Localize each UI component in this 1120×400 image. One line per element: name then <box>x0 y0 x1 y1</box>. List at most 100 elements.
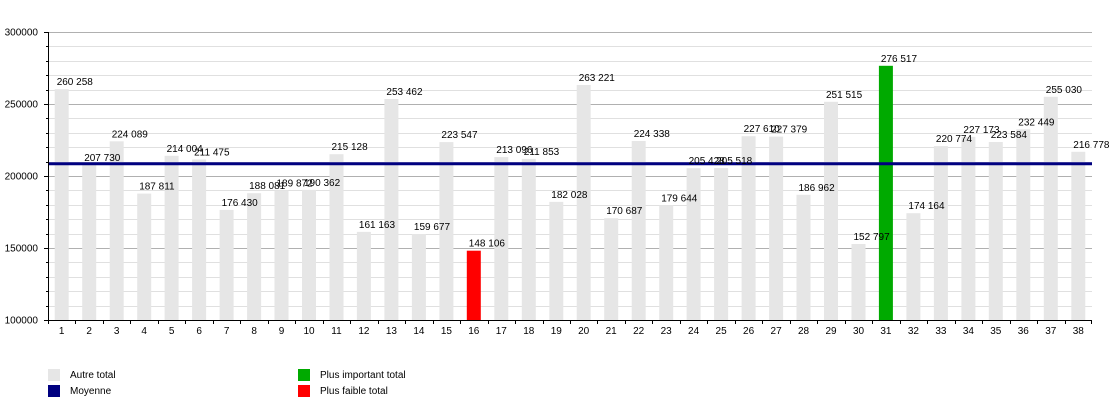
data-label-15: 223 547 <box>441 130 478 141</box>
legend-swatch-min <box>298 385 310 397</box>
bar-7 <box>219 209 234 320</box>
bar-27 <box>769 136 784 320</box>
legend-item-average: Moyenne <box>48 385 111 397</box>
data-label-13: 253 462 <box>386 87 423 98</box>
data-label-33: 220 774 <box>936 134 973 145</box>
x-tick-label: 8 <box>251 326 257 337</box>
x-tick-label: 6 <box>196 326 202 337</box>
bar-14 <box>411 234 426 320</box>
bar-37 <box>1043 96 1058 320</box>
y-tick-label: 250000 <box>5 100 39 111</box>
x-tick-label: 29 <box>825 326 837 337</box>
x-tick-label: 18 <box>523 326 535 337</box>
x-tick-label: 32 <box>908 326 920 337</box>
y-tick-label: 150000 <box>5 244 39 255</box>
x-tick-label: 13 <box>386 326 398 337</box>
x-tick-label: 17 <box>496 326 508 337</box>
bar-36 <box>1016 129 1031 320</box>
x-tick-label: 20 <box>578 326 590 337</box>
bar-31 <box>878 65 893 320</box>
data-label-23: 179 644 <box>661 193 698 204</box>
data-label-2: 207 730 <box>84 153 121 164</box>
data-label-16: 148 106 <box>469 239 506 250</box>
x-tick-label: 31 <box>880 326 892 337</box>
y-tick-label: 200000 <box>5 172 39 183</box>
x-tick-label: 26 <box>743 326 755 337</box>
bar-9 <box>274 190 289 320</box>
bar-38 <box>1071 151 1086 320</box>
x-tick-label: 12 <box>358 326 370 337</box>
y-tick-label: 300000 <box>5 28 39 39</box>
bar-28 <box>796 194 811 320</box>
bars <box>54 65 1086 320</box>
data-label-14: 159 677 <box>414 222 451 233</box>
x-tick-label: 23 <box>661 326 673 337</box>
x-tick-label: 36 <box>1018 326 1030 337</box>
bar-8 <box>247 193 262 320</box>
x-tick-label: 38 <box>1073 326 1085 337</box>
x-tick-label: 19 <box>551 326 563 337</box>
bar-18 <box>521 158 536 320</box>
x-tick-label: 11 <box>331 326 342 337</box>
bar-35 <box>988 142 1003 320</box>
x-tick-label: 2 <box>86 326 92 337</box>
x-tick-label: 27 <box>771 326 783 337</box>
bar-23 <box>659 205 674 320</box>
x-tick-label: 4 <box>141 326 147 337</box>
data-label-36: 232 449 <box>1018 117 1055 128</box>
legend-item-other: Autre total <box>48 369 116 381</box>
data-label-19: 182 028 <box>551 190 588 201</box>
x-tick-label: 33 <box>935 326 947 337</box>
legend-label-average: Moyenne <box>70 385 112 397</box>
x-tick-label: 15 <box>441 326 453 337</box>
data-label-22: 224 338 <box>634 129 671 140</box>
data-label-24: 205 428 <box>689 156 726 167</box>
bar-16 <box>466 250 481 320</box>
legend-swatch-average <box>48 385 60 397</box>
data-label-25: 205 518 <box>716 156 753 167</box>
x-tick-label: 9 <box>279 326 285 337</box>
x-tick-label: 22 <box>633 326 645 337</box>
data-label-31: 276 517 <box>881 54 918 65</box>
data-label-10: 190 362 <box>304 178 341 189</box>
data-label-9: 189 872 <box>277 179 314 190</box>
x-tick-label: 30 <box>853 326 865 337</box>
bar-17 <box>494 157 509 320</box>
x-tick-label: 25 <box>716 326 728 337</box>
data-label-5: 214 004 <box>167 144 204 155</box>
data-label-32: 174 164 <box>908 201 945 212</box>
legend-label-other: Autre total <box>70 369 116 381</box>
x-tick-label: 5 <box>169 326 175 337</box>
bar-33 <box>933 146 948 320</box>
x-tick-label: 3 <box>114 326 120 337</box>
legend-item-max: Plus important total <box>298 369 406 381</box>
data-label-29: 251 515 <box>826 90 863 101</box>
bar-11 <box>329 154 344 320</box>
data-label-21: 170 687 <box>606 206 643 217</box>
legend-item-min: Plus faible total <box>298 385 388 397</box>
data-label-26: 227 610 <box>744 124 781 135</box>
data-label-38: 216 778 <box>1073 140 1110 151</box>
data-label-34: 227 173 <box>963 125 1000 136</box>
data-label-17: 213 096 <box>496 145 533 156</box>
x-tick-label: 28 <box>798 326 810 337</box>
data-label-3: 224 089 <box>112 129 149 140</box>
data-label-4: 187 811 <box>139 182 175 193</box>
x-tick-label: 10 <box>303 326 315 337</box>
x-tick-label: 34 <box>963 326 975 337</box>
data-label-27: 227 379 <box>771 125 808 136</box>
legend-swatch-other <box>48 369 60 381</box>
data-label-12: 161 163 <box>359 220 396 231</box>
x-tick-label: 16 <box>468 326 480 337</box>
bar-6 <box>192 159 207 320</box>
bar-29 <box>824 101 838 320</box>
bar-34 <box>961 136 976 320</box>
data-label-28: 186 962 <box>799 183 836 194</box>
data-label-18: 211 853 <box>524 147 560 158</box>
legend-label-max: Plus important total <box>320 369 406 381</box>
data-label-20: 263 221 <box>579 73 616 84</box>
bar-12 <box>356 231 371 320</box>
